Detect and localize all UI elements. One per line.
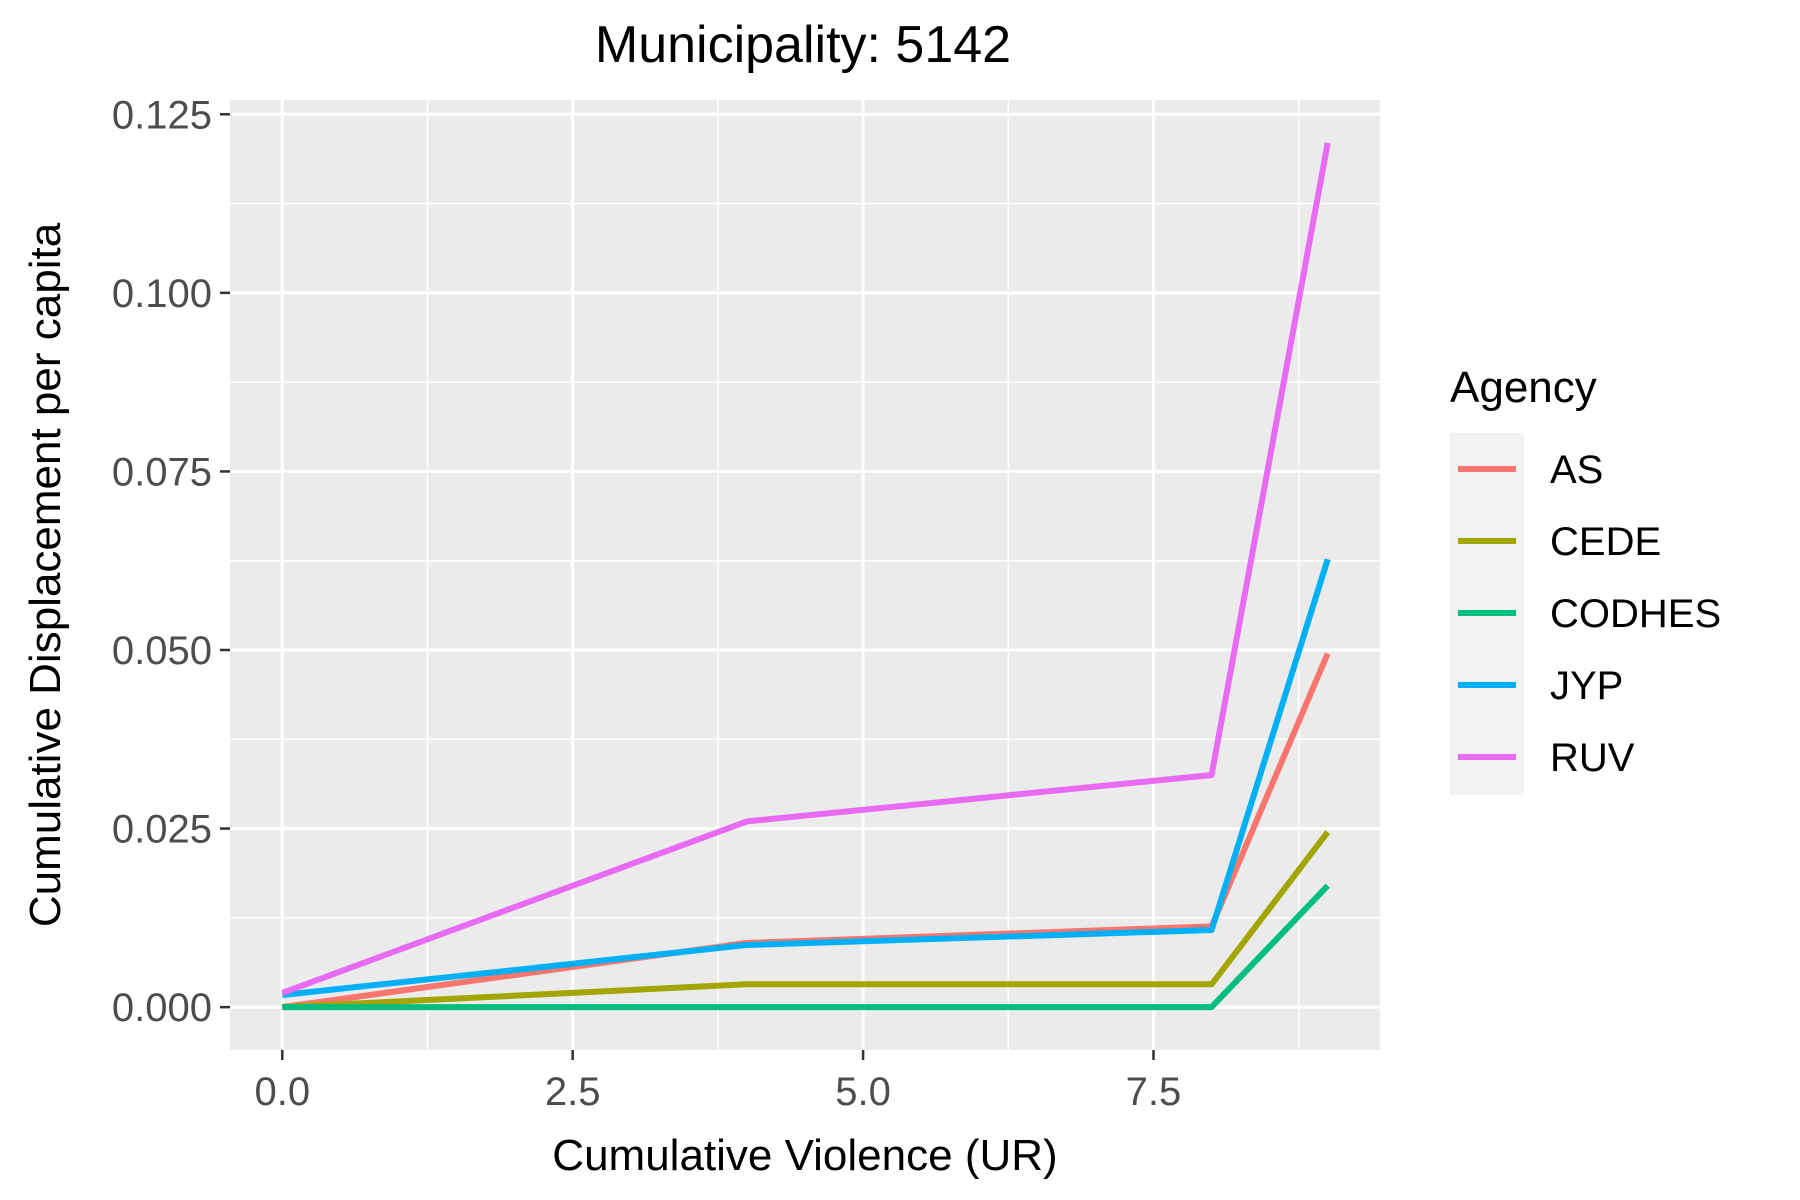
x-axis: 0.0 2.5 5.0 7.5 — [254, 1050, 1181, 1114]
y-tick-label: 0.075 — [112, 450, 212, 494]
chart-title: Municipality: 5142 — [595, 16, 1011, 74]
legend-title: Agency — [1450, 363, 1597, 412]
minor-gridlines — [230, 100, 1380, 1050]
x-tick-label: 2.5 — [545, 1070, 601, 1114]
legend-label-codhes: CODHES — [1550, 592, 1721, 636]
legend-label-ruv: RUV — [1550, 736, 1635, 780]
legend-label-cede: CEDE — [1550, 520, 1661, 564]
y-tick-label: 0.125 — [112, 93, 212, 137]
y-tick-label: 0.025 — [112, 808, 212, 852]
x-tick-label: 0.0 — [254, 1070, 310, 1114]
series-line-cede — [282, 830, 1331, 1011]
major-gridlines — [230, 100, 1380, 1050]
series-line-codhes — [282, 883, 1330, 1011]
y-axis-title: Cumulative Displacement per capita — [21, 222, 70, 927]
series-lines — [281, 142, 1331, 1011]
y-axis: 0.000 0.025 0.050 0.075 0.100 0.125 — [112, 93, 230, 1030]
legend: Agency AS CEDE CODHES JYP RUV — [1450, 363, 1721, 795]
y-tick-label: 0.000 — [112, 986, 212, 1030]
x-axis-title: Cumulative Violence (UR) — [552, 1131, 1057, 1180]
legend-label-as: AS — [1550, 448, 1603, 492]
x-tick-label: 5.0 — [835, 1070, 891, 1114]
legend-items: AS CEDE CODHES JYP RUV — [1458, 448, 1721, 780]
series-line-ruv — [281, 142, 1331, 996]
y-tick-label: 0.100 — [112, 272, 212, 316]
legend-label-jyp: JYP — [1550, 664, 1623, 708]
plot-panel — [230, 100, 1380, 1050]
x-tick-label: 7.5 — [1126, 1070, 1182, 1114]
series-line-jyp — [281, 558, 1331, 998]
y-tick-label: 0.050 — [112, 629, 212, 673]
